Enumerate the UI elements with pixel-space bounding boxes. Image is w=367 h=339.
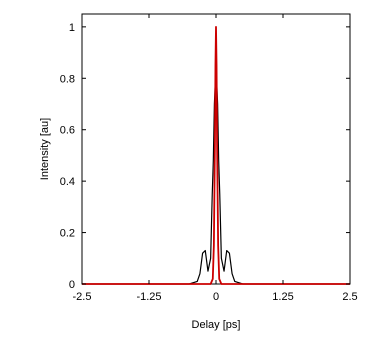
y-tick-label: 1 xyxy=(69,22,75,34)
series-line-red xyxy=(82,25,350,285)
series-layer xyxy=(82,25,350,285)
y-axis-title: Intensity [au] xyxy=(39,118,51,180)
y-tick-label: 0.8 xyxy=(60,73,75,85)
x-tick-label: -1.25 xyxy=(136,291,161,303)
x-tick-label: 2.5 xyxy=(342,291,357,303)
x-tick-label: -2.5 xyxy=(73,291,92,303)
y-tick-label: 0.2 xyxy=(60,228,75,240)
y-axis-ticks: 0 0.2 0.4 0.6 0.8 1 xyxy=(60,22,350,291)
y-tick-label: 0.6 xyxy=(60,125,75,137)
x-tick-label: 1.25 xyxy=(272,291,293,303)
x-tick-label: 0 xyxy=(213,291,219,303)
y-tick-label: 0.4 xyxy=(60,176,75,188)
y-tick-label: 0 xyxy=(69,279,75,291)
x-axis-title: Delay [ps] xyxy=(192,319,241,331)
x-axis-ticks: -2.5 -1.25 0 1.25 2.5 xyxy=(73,14,358,303)
